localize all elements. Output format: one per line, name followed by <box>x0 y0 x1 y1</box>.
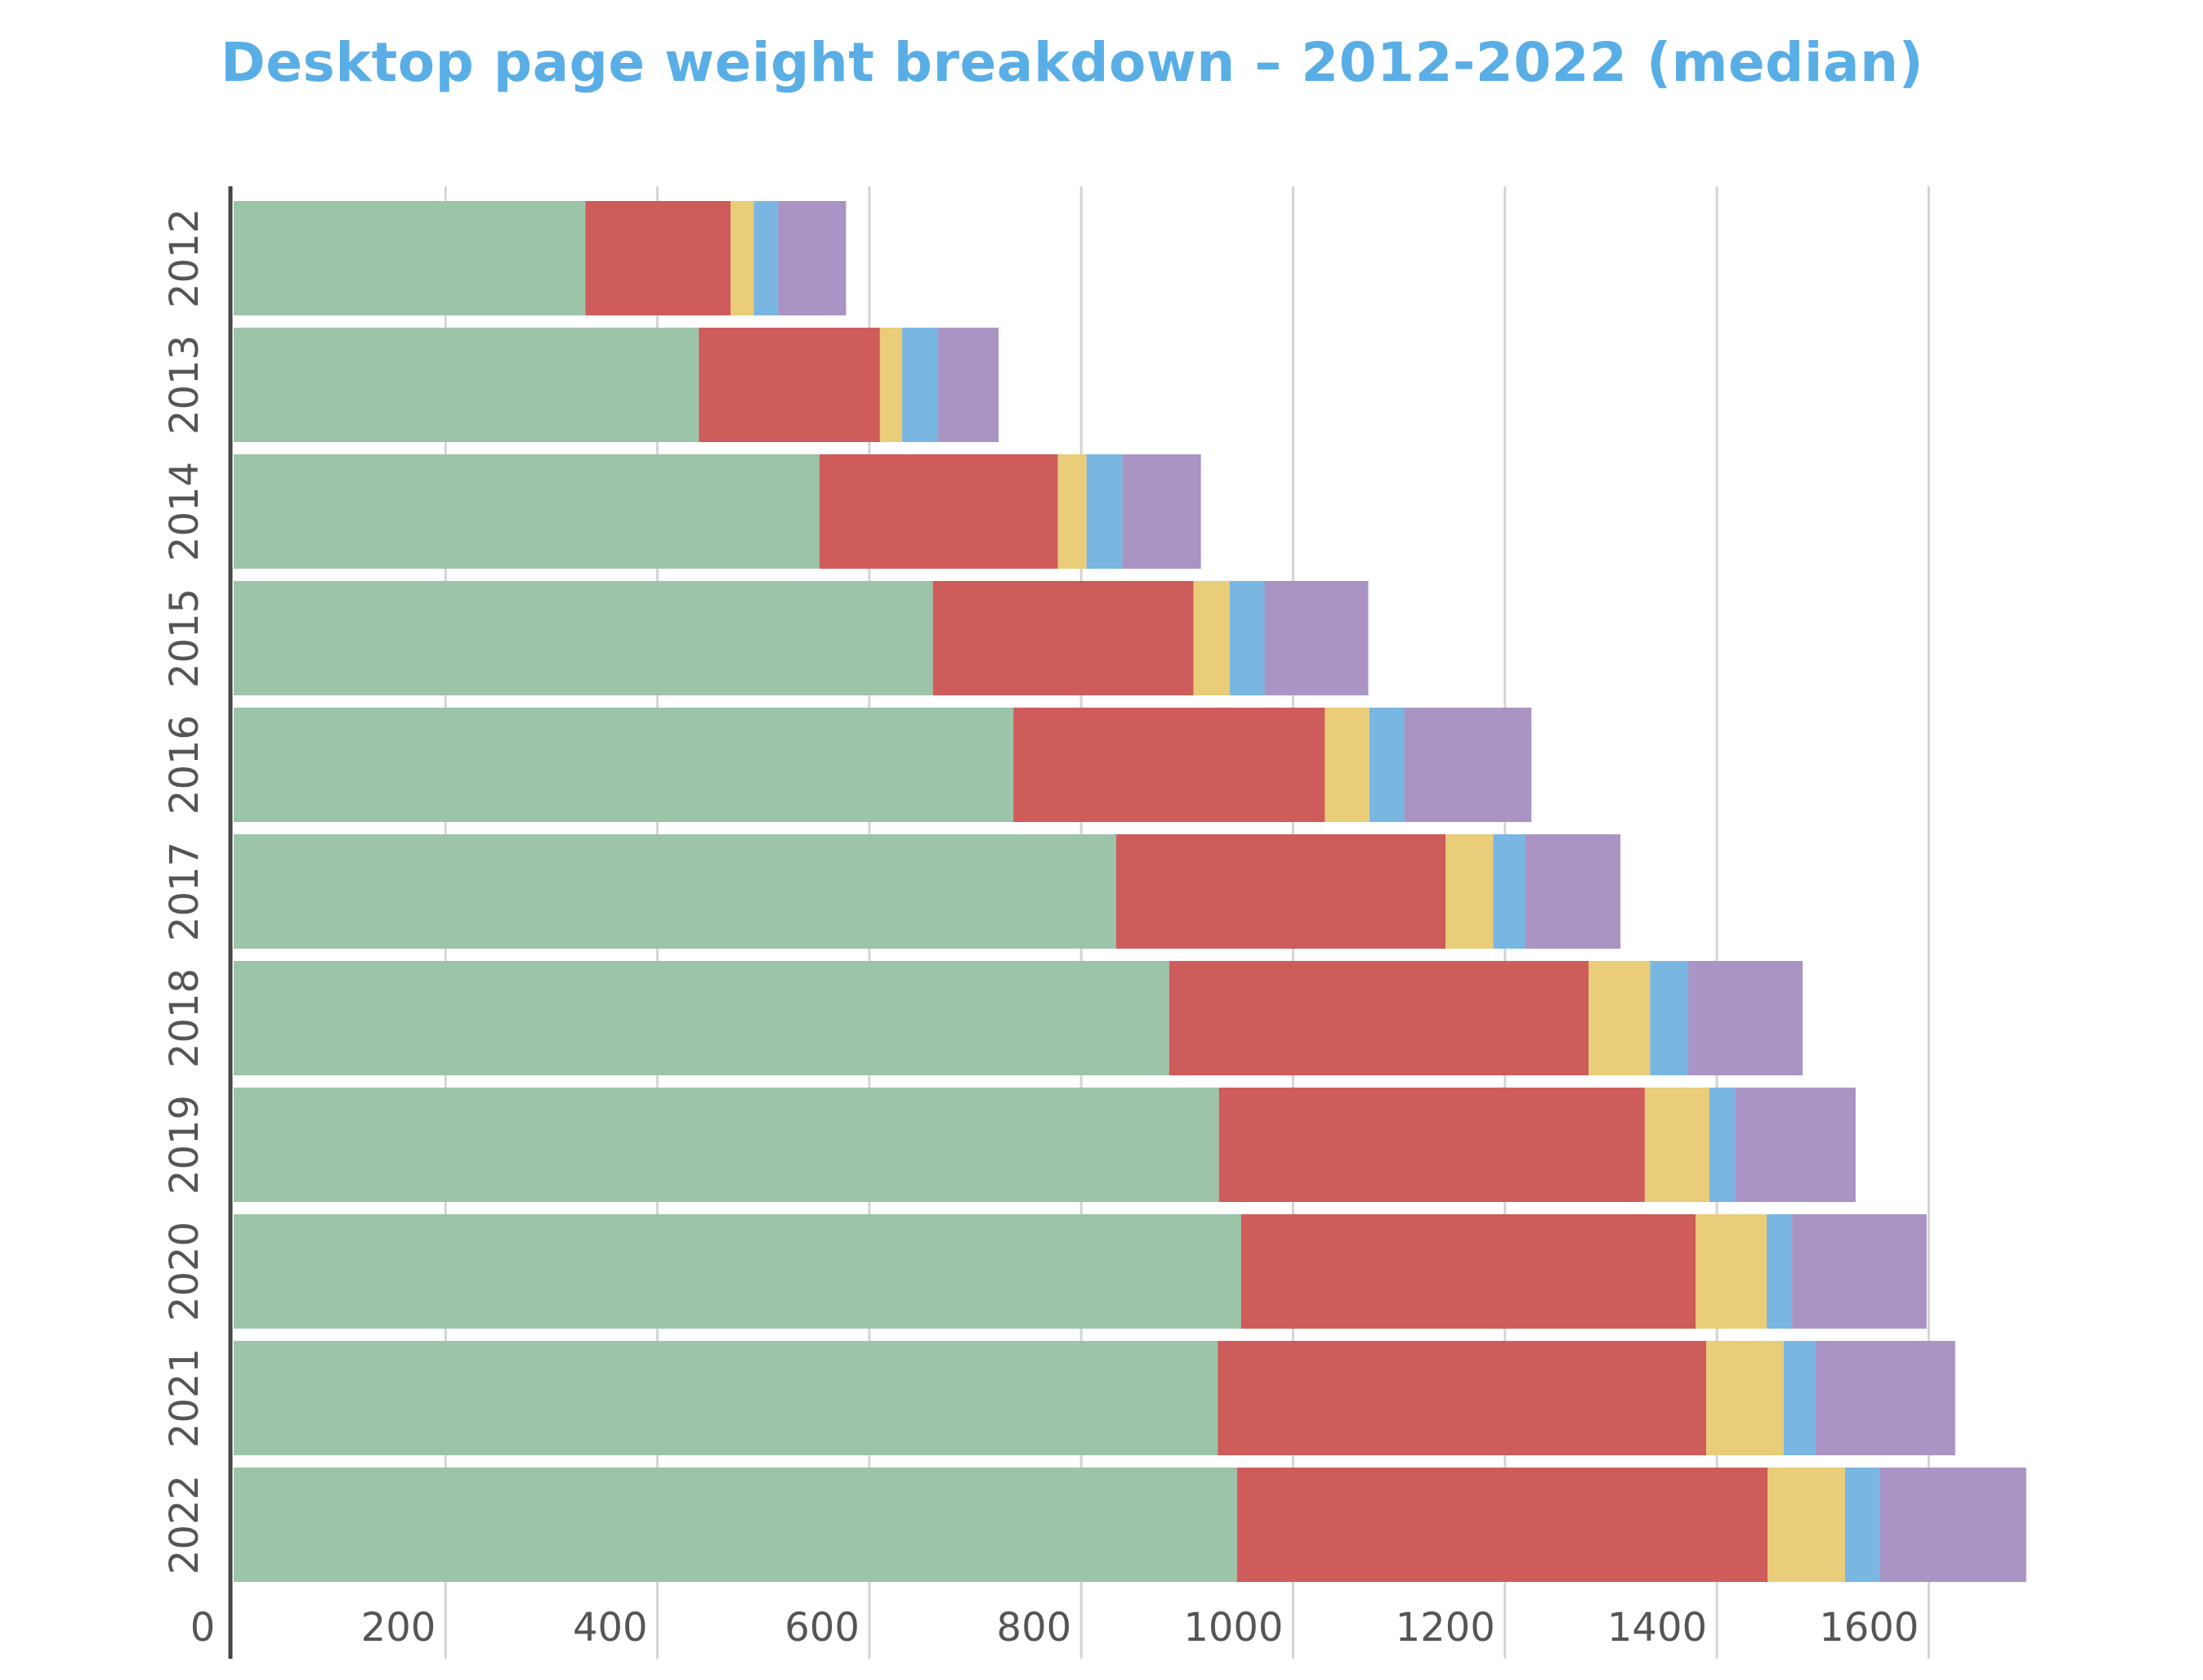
y-category-label: 2016 <box>162 715 208 815</box>
bar-segment-2020-2 <box>1240 1214 1696 1329</box>
chart-title: Desktop page weight breakdown – 2012-202… <box>221 31 1924 94</box>
bar-segment-2019-4 <box>1709 1088 1736 1202</box>
x-tick-label: 0 <box>190 1605 216 1651</box>
bar-segment-2013-4 <box>902 328 939 442</box>
x-tick-label: 1400 <box>1607 1605 1707 1651</box>
bar-segment-2019-5 <box>1735 1088 1856 1202</box>
bar-segment-2018-1 <box>234 961 1169 1075</box>
bar-segment-2022-4 <box>1844 1468 1880 1582</box>
bar-segment-2020-3 <box>1696 1214 1767 1329</box>
bar-segment-2015-1 <box>234 581 933 695</box>
bar-segment-2020-5 <box>1792 1214 1927 1329</box>
bar-segment-2016-4 <box>1369 708 1405 822</box>
x-tick-label: 200 <box>361 1605 436 1651</box>
bar-segment-2013-2 <box>699 328 880 442</box>
x-tick-label: 1200 <box>1396 1605 1495 1651</box>
bar-segment-2021-4 <box>1783 1341 1816 1455</box>
y-category-label: 2020 <box>162 1222 208 1321</box>
bar-segment-2015-3 <box>1193 581 1230 695</box>
bar-segment-2021-1 <box>234 1341 1218 1455</box>
bar-segment-2017-3 <box>1446 834 1494 949</box>
x-tick-label: 800 <box>997 1605 1072 1651</box>
bar-segment-2016-3 <box>1325 708 1370 822</box>
bar-segment-2021-2 <box>1218 1341 1707 1455</box>
bar-segment-2018-4 <box>1650 961 1689 1075</box>
bar-segment-2019-1 <box>234 1088 1219 1202</box>
bar-segment-2022-2 <box>1236 1468 1768 1582</box>
bar-segment-2017-5 <box>1525 834 1621 949</box>
bar-segment-2019-2 <box>1218 1088 1645 1202</box>
x-tick-label: 600 <box>784 1605 860 1651</box>
bar-segment-2022-5 <box>1879 1468 2026 1582</box>
bar-segment-2015-5 <box>1264 581 1369 695</box>
bar-segment-2022-3 <box>1767 1468 1845 1582</box>
bar-segment-2017-1 <box>234 834 1116 949</box>
bar-segment-2020-1 <box>234 1214 1241 1329</box>
y-category-label: 2014 <box>162 462 208 561</box>
bars <box>234 201 2026 1582</box>
x-tick-label: 1600 <box>1819 1605 1919 1651</box>
x-tick-label: 1000 <box>1183 1605 1283 1651</box>
y-category-label: 2022 <box>162 1475 208 1575</box>
bar-segment-2012-2 <box>585 201 731 315</box>
bar-segment-2012-3 <box>731 201 754 315</box>
bar-segment-2012-4 <box>753 201 779 315</box>
bar-segment-2017-4 <box>1493 834 1526 949</box>
bar-segment-2022-1 <box>234 1468 1237 1582</box>
bar-segment-2017-2 <box>1115 834 1446 949</box>
bar-segment-2012-5 <box>778 201 847 315</box>
y-category-label: 2013 <box>162 335 208 435</box>
bar-segment-2019-3 <box>1644 1088 1709 1202</box>
bar-segment-2012-1 <box>234 201 586 315</box>
bar-segment-2014-3 <box>1057 454 1087 569</box>
bar-segment-2015-2 <box>932 581 1194 695</box>
bar-segment-2013-1 <box>234 328 699 442</box>
bar-segment-2014-5 <box>1122 454 1201 569</box>
y-category-label: 2018 <box>162 968 208 1068</box>
bar-segment-2021-5 <box>1815 1341 1955 1455</box>
bar-segment-2014-2 <box>819 454 1058 569</box>
bar-segment-2021-3 <box>1706 1341 1784 1455</box>
bar-segment-2013-3 <box>879 328 903 442</box>
bar-segment-2014-4 <box>1086 454 1123 569</box>
bar-segment-2016-1 <box>234 708 1014 822</box>
bar-segment-2013-5 <box>938 328 999 442</box>
bar-segment-2014-1 <box>234 454 820 569</box>
y-category-label: 2019 <box>162 1095 208 1195</box>
y-axis-labels: 2012 2013 2014 2015 2016 2017 2018 2019 2020 2021… <box>162 208 208 1575</box>
bar-segment-2018-2 <box>1169 961 1589 1075</box>
y-category-label: 2021 <box>162 1348 208 1448</box>
y-category-label: 2017 <box>162 842 208 941</box>
x-tick-label: 400 <box>573 1605 648 1651</box>
y-category-label: 2012 <box>162 208 208 308</box>
bar-segment-2016-2 <box>1013 708 1325 822</box>
bar-segment-2020-4 <box>1766 1214 1793 1329</box>
bar-segment-2015-4 <box>1229 581 1265 695</box>
y-category-label: 2015 <box>162 588 208 688</box>
bar-segment-2018-5 <box>1688 961 1803 1075</box>
x-axis-ticks: 0 200 400 600 800 1000 1200 1400 1600 <box>190 1605 1919 1651</box>
bar-segment-2016-5 <box>1404 708 1532 822</box>
bar-segment-2018-3 <box>1589 961 1651 1075</box>
